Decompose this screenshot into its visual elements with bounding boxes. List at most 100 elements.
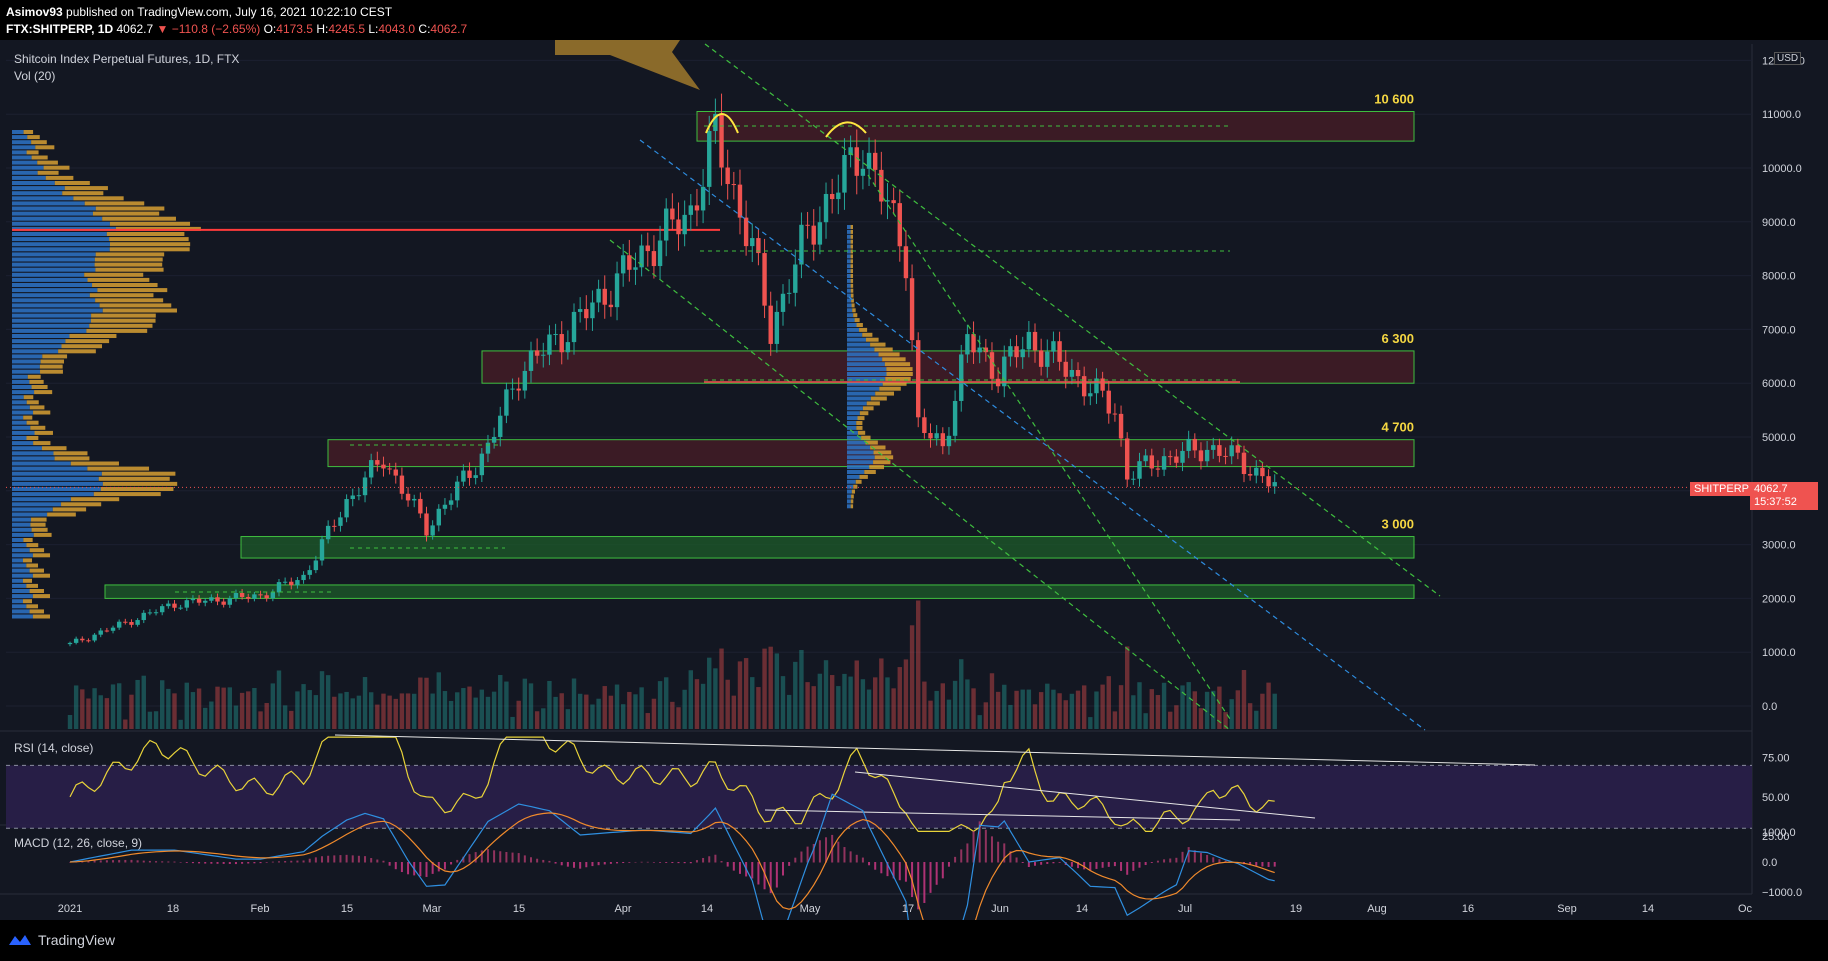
candle-body <box>1198 450 1204 462</box>
macd-histogram-bar <box>1003 843 1006 863</box>
volume-bar <box>86 698 91 729</box>
macd-histogram-bar <box>179 862 182 863</box>
candle-body <box>166 603 171 607</box>
macd-tick-label: 1000.0 <box>1762 827 1796 839</box>
volume-bar <box>823 660 829 729</box>
zone-label: 10 600 <box>1374 92 1414 107</box>
candle-body <box>989 352 995 379</box>
candle-body <box>676 219 681 235</box>
macd-histogram-bar <box>370 858 373 863</box>
volume-bar <box>424 677 429 729</box>
price-tick-label: 9000.0 <box>1762 217 1796 229</box>
volume-bar <box>282 705 288 729</box>
volume-bar <box>356 695 362 729</box>
profile-bar-orange <box>94 262 163 267</box>
volume-bar <box>670 701 675 729</box>
price-zone <box>481 350 1415 384</box>
volume-bar <box>295 691 300 729</box>
currency-badge[interactable]: USD <box>1774 52 1802 65</box>
volume-bar <box>1174 705 1179 729</box>
macd-histogram-bar <box>781 862 784 876</box>
candle-body <box>270 592 276 599</box>
candle-body <box>67 642 73 645</box>
profile-bar-orange <box>31 385 48 389</box>
macd-histogram-bar <box>1132 862 1135 871</box>
profile-bar-orange <box>874 455 894 460</box>
candle-body <box>276 582 282 593</box>
macd-histogram-bar <box>585 862 588 868</box>
candle-body <box>946 435 952 447</box>
profile-bar-blue <box>847 318 855 323</box>
macd-histogram-bar <box>1156 860 1159 863</box>
macd-histogram-bar <box>929 862 932 893</box>
profile-bar-blue <box>12 614 33 619</box>
macd-histogram-bar <box>947 862 950 867</box>
macd-histogram-bar <box>290 860 293 863</box>
profile-bar-blue <box>847 372 887 376</box>
high-value: 4245.5 <box>328 22 366 36</box>
macd-histogram-bar <box>573 862 576 868</box>
macd-histogram-bar <box>775 862 778 888</box>
trend-line <box>609 239 1231 731</box>
tradingview-icon <box>9 935 31 945</box>
macd-histogram-bar <box>1187 847 1190 863</box>
profile-bar-orange <box>852 308 856 313</box>
profile-bar-blue <box>847 381 883 386</box>
candle-body <box>1088 393 1093 397</box>
macd-histogram-bar <box>597 862 600 866</box>
profile-bar-orange <box>102 308 177 313</box>
rsi-pane <box>6 734 1752 833</box>
profile-bar-blue <box>12 369 41 374</box>
profile-bar-orange <box>37 160 58 165</box>
volume-bar <box>1032 704 1038 729</box>
volume-bar <box>664 677 669 729</box>
macd-histogram-bar <box>825 837 828 863</box>
profile-bar-blue <box>12 476 99 481</box>
volume-bar <box>455 692 460 729</box>
macd-histogram-bar <box>474 852 477 863</box>
macd-histogram-bar <box>425 862 428 877</box>
profile-bar-blue <box>12 390 35 395</box>
profile-bar-orange <box>850 225 853 229</box>
profile-bar-blue <box>847 376 886 381</box>
candle-body <box>196 598 202 603</box>
candle-body <box>1211 445 1216 450</box>
candle-body <box>620 255 626 274</box>
macd-histogram-bar <box>450 862 453 865</box>
volume-bar <box>891 688 896 729</box>
macd-histogram-bar <box>511 852 514 863</box>
candle-body <box>1069 370 1075 377</box>
volume-bar <box>325 675 331 729</box>
candle-body <box>264 595 269 599</box>
macd-histogram-bar <box>124 859 127 863</box>
profile-bar-blue <box>847 406 863 411</box>
macd-histogram-bar <box>874 862 877 870</box>
profile-bar-orange <box>73 196 124 201</box>
profile-bar-blue <box>12 563 27 568</box>
profile-bar-orange <box>58 349 96 354</box>
candle-body <box>559 334 564 353</box>
tradingview-logo[interactable]: TradingView <box>8 932 115 948</box>
candle-body <box>110 627 116 631</box>
candle-body <box>282 581 288 583</box>
macd-histogram-bar <box>376 859 379 863</box>
macd-histogram-bar <box>990 836 993 863</box>
author-name[interactable]: Asimov93 <box>6 5 63 19</box>
macd-histogram-bar <box>99 860 102 863</box>
candle-body <box>1254 467 1259 476</box>
macd-histogram-bar <box>1021 862 1024 863</box>
macd-histogram-bar <box>689 862 692 864</box>
profile-bar-orange <box>29 405 45 410</box>
volume-bar <box>239 692 245 729</box>
profile-bar-blue <box>847 401 867 406</box>
profile-bar-orange <box>109 247 190 252</box>
macd-histogram-bar <box>382 860 385 863</box>
profile-bar-blue <box>12 339 66 344</box>
profile-bar-orange <box>35 145 55 150</box>
volume-bar <box>98 695 103 729</box>
candle-body <box>694 205 700 211</box>
macd-histogram-bar <box>216 862 219 864</box>
candle-body <box>221 601 226 605</box>
profile-bar-blue <box>12 354 43 359</box>
